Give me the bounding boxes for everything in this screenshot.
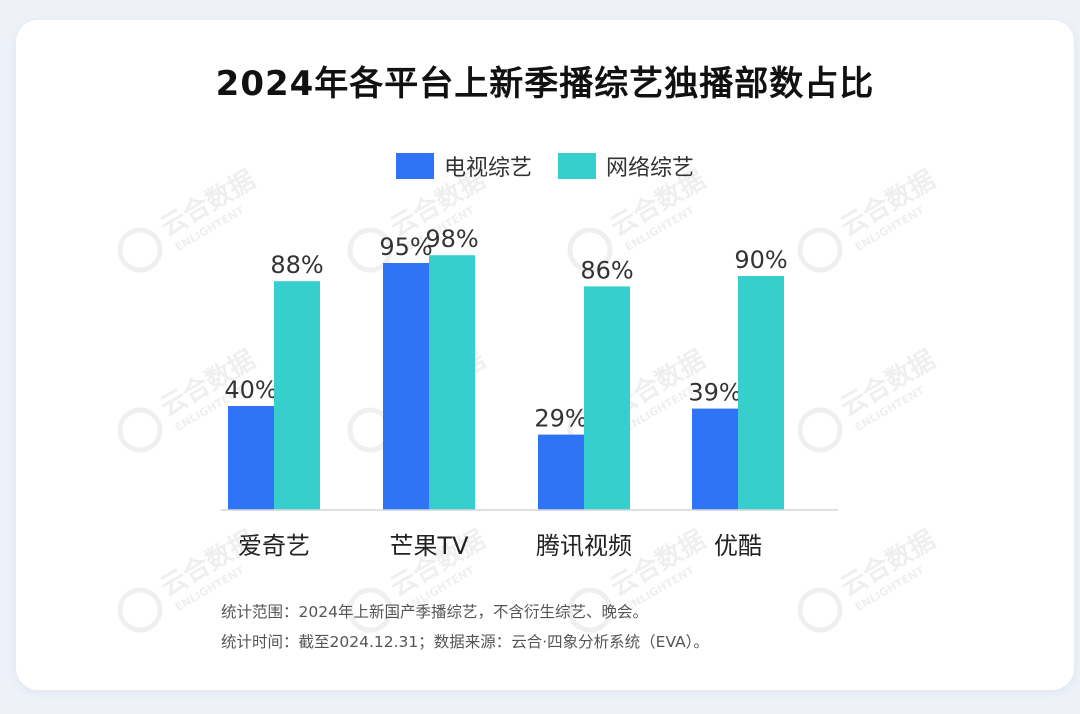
chart-title: 2024年各平台上新季播综艺独播部数占比 [215, 64, 875, 104]
category-label: 芒果TV [389, 532, 469, 560]
watermark-logo-icon [797, 587, 843, 633]
bar-web [274, 281, 320, 510]
data-label: 90% [734, 246, 787, 274]
data-label: 29% [534, 405, 587, 433]
legend-swatch-web [558, 153, 596, 179]
bar-tv [692, 408, 738, 510]
footnote-time-source: 统计时间：截至2024.12.31；数据来源：云合·四象分析系统（EVA）。 [221, 633, 709, 651]
watermark-logo-icon [117, 227, 163, 273]
footnote-scope: 统计范围：2024年上新国产季播综艺，不含衍生综艺、晚会。 [221, 603, 648, 621]
watermark-logo-icon [567, 227, 613, 273]
legend-swatch-tv [395, 153, 434, 179]
category-label: 优酷 [714, 532, 762, 560]
watermark-logo-icon [347, 587, 393, 633]
bar-tv [538, 434, 584, 510]
chart-card: 2024年各平台上新季播综艺独播部数占比 电视综艺 网络综艺 云合数据 ENLIG… [16, 20, 1074, 690]
watermark-logo-icon [347, 227, 393, 273]
data-label: 95% [379, 233, 432, 261]
bar-tv [228, 406, 274, 510]
bar-web [738, 276, 784, 510]
legend-item-web: 网络综艺 [558, 150, 694, 182]
watermark-logo-icon [797, 227, 843, 273]
legend-item-tv: 电视综艺 [395, 150, 532, 182]
watermark-logo-icon [567, 587, 613, 633]
data-label: 86% [580, 256, 633, 284]
watermark-logo-icon [117, 407, 163, 453]
data-label: 39% [688, 379, 741, 407]
category-label: 爱奇艺 [238, 532, 310, 560]
data-label: 40% [224, 376, 277, 404]
watermark-logo-icon [117, 587, 163, 633]
bar-tv [383, 263, 429, 510]
bar-web [584, 286, 630, 510]
data-label: 98% [425, 225, 478, 253]
legend: 电视综艺 网络综艺 [16, 150, 1074, 182]
legend-label-web: 网络综艺 [606, 156, 695, 181]
bar-web [429, 255, 475, 510]
watermark-logo-icon [797, 407, 843, 453]
category-label: 腾讯视频 [536, 532, 632, 560]
data-label: 88% [270, 251, 323, 279]
legend-label-tv: 电视综艺 [443, 156, 532, 181]
